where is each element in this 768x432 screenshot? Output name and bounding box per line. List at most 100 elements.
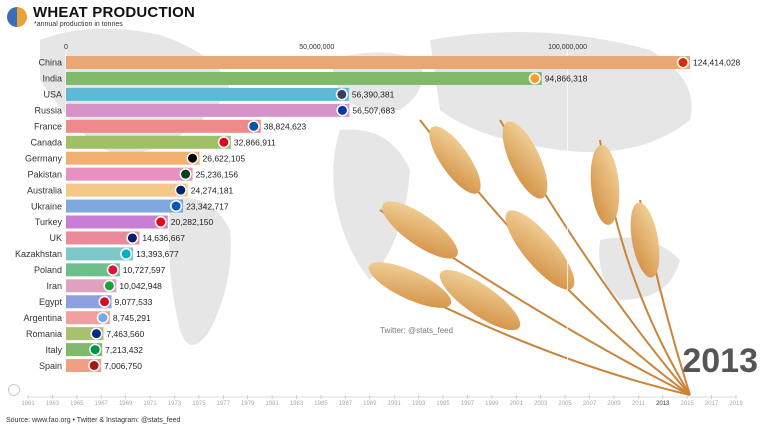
italy-flag-icon [88,343,102,356]
timeline-label: 1997 [461,401,475,407]
category-label: Canada [30,137,62,147]
spain-flag-icon [87,359,101,372]
timeline-label: 2003 [534,401,548,407]
value-label: 23,342,717 [186,201,229,211]
timeline-label: 1963 [46,401,60,407]
category-label: France [34,122,62,132]
canada-flag-icon [217,136,231,149]
value-label: 10,727,597 [123,265,166,275]
value-label: 10,042,948 [119,281,162,291]
iran-flag-icon [103,279,116,293]
timeline-label: 1987 [339,401,353,407]
value-label: 124,414,028 [693,58,741,68]
china-flag-icon [676,56,690,69]
chart-subtitle: *annual production in tonnes [34,21,123,28]
category-label: Poland [34,265,62,275]
russia-flag-icon [336,104,349,117]
value-label: 56,507,683 [352,106,395,116]
value-label: 25,236,156 [196,169,239,179]
poland-flag-icon [106,263,120,277]
timeline-label: 1961 [21,401,35,407]
bar [66,231,140,245]
chart-title: WHEAT PRODUCTION [33,4,196,21]
category-label: Spain [39,361,62,371]
timeline-marker [8,384,20,396]
romania-flag-icon [90,327,103,340]
timeline-label: 2017 [705,401,719,407]
source-text: Source: www.fao.org • Twitter & Instagra… [6,417,181,424]
value-label: 56,390,381 [352,90,395,100]
value-label: 13,393,677 [136,249,179,259]
category-label: Turkey [35,217,63,227]
bar [66,199,184,213]
category-label: Romania [26,329,62,339]
value-label: 20,282,150 [171,217,214,227]
value-label: 26,622,105 [203,153,246,163]
category-label: UK [49,233,62,243]
germany-flag-icon [186,151,199,165]
value-label: 9,077,533 [115,297,153,307]
timeline-label: 2015 [680,401,694,407]
timeline-label: 1979 [241,401,255,407]
argentina-flag-icon [96,311,110,324]
timeline-label: 2005 [558,401,572,407]
timeline-label: 1981 [265,401,279,407]
egypt-flag-icon [98,295,111,308]
x-tick-label: 100,000,000 [548,44,587,51]
bar [66,151,200,165]
category-label: Kazakhstan [15,249,62,259]
timeline-label: 1971 [143,401,157,407]
category-label: Russia [34,106,62,116]
bar [66,119,261,133]
value-label: 14,636,667 [142,233,185,243]
timeline-label: 1965 [70,401,84,407]
bar [66,103,350,117]
kazakhstan-flag-icon [119,247,133,261]
australia-flag-icon [174,183,187,197]
value-label: 7,463,560 [106,329,144,339]
timeline-label: 2011 [632,401,646,407]
pakistan-flag-icon [179,167,192,181]
wheat-illustration [368,119,691,396]
timeline-label: 1995 [436,401,450,407]
timeline-label: 2001 [510,401,524,407]
bar [66,183,188,197]
timeline-label: 1985 [314,401,328,407]
value-label: 7,213,432 [105,345,143,355]
value-label: 8,745,291 [113,313,151,323]
logo-icon [7,7,27,27]
timeline-label: 1969 [119,401,133,407]
ukraine-flag-icon [169,199,183,213]
value-label: 7,006,750 [104,361,142,371]
category-label: Egypt [39,297,63,307]
timeline-label: 2009 [607,401,621,407]
usa-flag-icon [335,88,349,101]
value-label: 24,274,181 [191,185,234,195]
india-flag-icon [528,72,542,85]
timeline-label: 2007 [583,401,597,407]
x-tick-label: 0 [64,44,68,51]
timeline-label: 1983 [290,401,304,407]
category-label: Iran [46,281,62,291]
category-label: USA [43,90,62,100]
bar [66,263,120,277]
category-label: China [38,58,62,68]
bar [66,135,231,149]
category-label: India [42,74,62,84]
timeline-label: 1967 [95,401,109,407]
value-label: 32,866,911 [234,137,276,147]
bar [66,247,134,261]
timeline-label: 1993 [412,401,426,407]
x-tick-label: 50,000,000 [299,44,334,51]
timeline-label: 1977 [217,401,231,407]
year-label: 2013 [682,342,758,380]
watermark-text: Twitter: @stats_feed [380,326,454,335]
timeline-label: 1999 [485,401,499,407]
bar [66,56,690,69]
bar [66,167,193,181]
value-label: 94,866,318 [545,74,588,84]
timeline-label: 2019 [729,401,743,407]
turkey-flag-icon [154,215,167,229]
